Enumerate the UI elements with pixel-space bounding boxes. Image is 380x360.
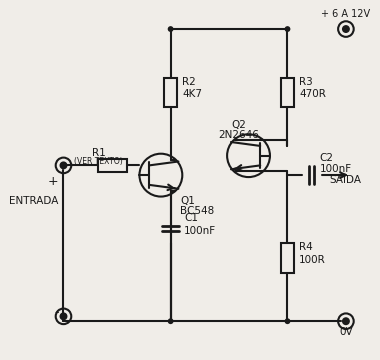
Circle shape bbox=[139, 154, 182, 197]
Text: 470R: 470R bbox=[299, 89, 326, 99]
Text: C2: C2 bbox=[320, 153, 334, 163]
Bar bbox=[281, 243, 294, 273]
Text: 100nF: 100nF bbox=[320, 164, 352, 174]
Circle shape bbox=[343, 318, 349, 324]
Text: Q2: Q2 bbox=[231, 120, 246, 130]
Text: SAÍDA: SAÍDA bbox=[329, 175, 361, 185]
Text: R4: R4 bbox=[299, 242, 313, 252]
Text: R2: R2 bbox=[182, 77, 196, 86]
Text: 4K7: 4K7 bbox=[182, 89, 202, 99]
Text: + 6 A 12V: + 6 A 12V bbox=[321, 9, 370, 19]
Circle shape bbox=[168, 318, 174, 324]
Circle shape bbox=[227, 134, 270, 177]
Circle shape bbox=[60, 162, 66, 168]
Text: R1: R1 bbox=[92, 148, 105, 158]
Circle shape bbox=[338, 21, 354, 37]
Circle shape bbox=[60, 314, 66, 319]
Text: 0V: 0V bbox=[339, 327, 353, 337]
Bar bbox=[98, 158, 127, 172]
Text: (VER TEXTO): (VER TEXTO) bbox=[74, 157, 123, 166]
Circle shape bbox=[168, 26, 174, 32]
Text: R3: R3 bbox=[299, 77, 313, 86]
Circle shape bbox=[285, 26, 290, 32]
Text: ENTRADA: ENTRADA bbox=[9, 196, 59, 206]
Text: -: - bbox=[54, 306, 59, 319]
Text: 2N2646: 2N2646 bbox=[218, 130, 259, 140]
Circle shape bbox=[338, 314, 354, 329]
Bar bbox=[164, 78, 177, 107]
Text: C1: C1 bbox=[184, 213, 198, 223]
Circle shape bbox=[56, 309, 71, 324]
Circle shape bbox=[285, 318, 290, 324]
Bar bbox=[281, 78, 294, 107]
Text: Q1: Q1 bbox=[180, 196, 195, 206]
Circle shape bbox=[343, 26, 349, 32]
Text: +: + bbox=[48, 175, 59, 188]
Text: 100R: 100R bbox=[299, 255, 326, 265]
Text: BC548: BC548 bbox=[180, 206, 215, 216]
Circle shape bbox=[56, 158, 71, 173]
Text: 100nF: 100nF bbox=[184, 226, 216, 235]
